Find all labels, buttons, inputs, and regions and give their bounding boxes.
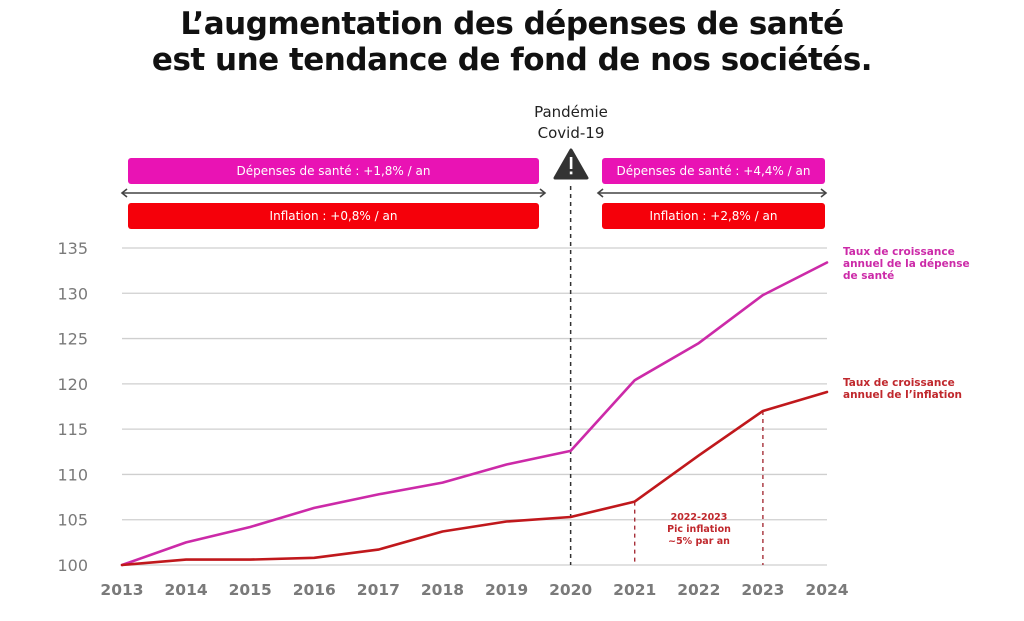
annotation-line-2: Pic inflation: [667, 524, 731, 535]
y-tick-label: 125: [57, 330, 88, 349]
legend-sante: Taux de croissance annuel de la dépense …: [843, 246, 970, 282]
annotation-line-3: ~5% par an: [668, 536, 730, 547]
x-tick-label: 2019: [485, 581, 528, 599]
y-tick-label: 100: [57, 556, 88, 575]
inflation-peak-annotation: 2022-2023 Pic inflation ~5% par an: [650, 512, 748, 548]
y-tick-label: 110: [57, 465, 88, 484]
x-tick-label: 2016: [293, 581, 336, 599]
x-tick-label: 2024: [805, 581, 848, 599]
period-arrow-before: [120, 188, 547, 198]
x-tick-label: 2021: [613, 581, 656, 599]
legend-inflation: Taux de croissance annuel de l’inflation: [843, 377, 962, 401]
band-inflation-after: Inflation : +2,8% / an: [602, 203, 825, 229]
legend-inflation-line-2: annuel de l’inflation: [843, 389, 963, 401]
y-tick-label: 135: [57, 239, 88, 258]
x-tick-label: 2015: [229, 581, 272, 599]
legend-inflation-line-1: Taux de croissance: [843, 377, 955, 389]
x-tick-label: 2020: [549, 581, 592, 599]
legend-sante-line-2: annuel de la dépense: [843, 258, 970, 270]
pandemic-label-line-1: Pandémie: [534, 103, 608, 121]
y-tick-label: 115: [57, 420, 88, 439]
y-tick-label: 120: [57, 375, 88, 394]
chart-title-line-2: est une tendance de fond de nos sociétés…: [151, 42, 873, 78]
warning-triangle-icon: [553, 148, 589, 180]
chart-title: L’augmentation des dépenses de santé est…: [0, 6, 1024, 78]
chart-title-line-1: L’augmentation des dépenses de santé: [180, 6, 844, 42]
annotation-line-1: 2022-2023: [670, 512, 728, 523]
band-sante-before: Dépenses de santé : +1,8% / an: [128, 158, 539, 184]
x-tick-label: 2022: [677, 581, 720, 599]
pandemic-label-line-2: Covid-19: [537, 124, 605, 142]
x-tick-label: 2023: [741, 581, 784, 599]
pandemic-label: Pandémie Covid-19: [510, 102, 632, 144]
x-tick-label: 2018: [421, 581, 464, 599]
x-tick-label: 2013: [100, 581, 143, 599]
band-inflation-before: Inflation : +0,8% / an: [128, 203, 539, 229]
x-tick-label: 2014: [165, 581, 208, 599]
period-arrow-after: [596, 188, 828, 198]
x-tick-label: 2017: [357, 581, 400, 599]
y-tick-label: 130: [57, 284, 88, 303]
legend-sante-line-1: Taux de croissance: [843, 246, 955, 258]
band-sante-after: Dépenses de santé : +4,4% / an: [602, 158, 825, 184]
series-line-sante: [120, 261, 829, 567]
y-tick-label: 105: [57, 511, 88, 530]
legend-sante-line-3: de santé: [843, 270, 895, 282]
series-line-inflation: [120, 390, 829, 567]
